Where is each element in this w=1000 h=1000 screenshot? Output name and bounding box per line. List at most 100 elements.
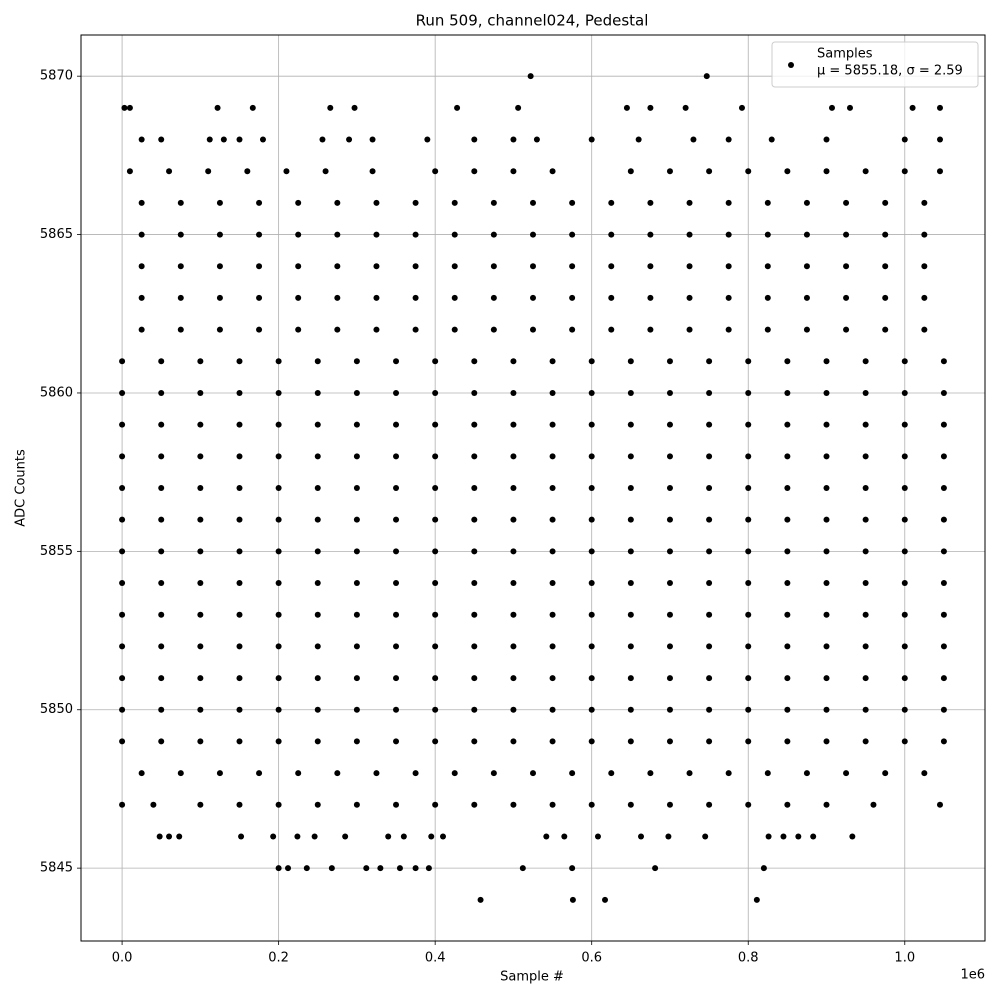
point bbox=[351, 104, 358, 111]
point bbox=[725, 136, 732, 143]
point bbox=[602, 896, 609, 903]
point bbox=[588, 516, 595, 523]
point bbox=[745, 738, 752, 745]
point bbox=[311, 833, 318, 840]
point bbox=[275, 358, 282, 365]
point bbox=[569, 263, 576, 270]
point bbox=[275, 706, 282, 713]
point bbox=[862, 516, 869, 523]
point bbox=[119, 580, 126, 587]
point bbox=[314, 738, 321, 745]
point bbox=[373, 263, 380, 270]
point bbox=[334, 294, 341, 301]
point bbox=[862, 168, 869, 175]
point bbox=[666, 801, 673, 808]
point bbox=[236, 516, 243, 523]
point bbox=[377, 865, 384, 872]
point bbox=[393, 580, 400, 587]
point bbox=[725, 770, 732, 777]
point bbox=[745, 389, 752, 396]
point bbox=[745, 516, 752, 523]
point bbox=[901, 453, 908, 460]
point bbox=[314, 485, 321, 491]
point bbox=[862, 738, 869, 745]
point bbox=[745, 358, 752, 365]
point bbox=[510, 389, 517, 396]
point bbox=[393, 421, 400, 428]
point bbox=[236, 801, 243, 808]
point bbox=[275, 516, 282, 523]
point bbox=[706, 516, 713, 523]
point bbox=[373, 326, 380, 333]
point bbox=[846, 104, 853, 111]
point bbox=[490, 199, 497, 206]
point bbox=[588, 548, 595, 555]
point bbox=[220, 136, 227, 143]
point bbox=[921, 263, 928, 270]
point bbox=[275, 738, 282, 745]
point bbox=[216, 294, 223, 301]
point bbox=[745, 485, 752, 491]
legend-note: μ = 5855.18, σ = 2.59 bbox=[817, 64, 963, 79]
point bbox=[909, 104, 916, 111]
point bbox=[810, 833, 817, 840]
point bbox=[588, 801, 595, 808]
point bbox=[940, 453, 947, 460]
point bbox=[706, 358, 713, 365]
point bbox=[533, 136, 540, 143]
point bbox=[396, 865, 403, 872]
point bbox=[940, 706, 947, 713]
point bbox=[843, 770, 850, 777]
x-tick-label: 0.6 bbox=[581, 951, 602, 966]
point bbox=[706, 643, 713, 650]
point bbox=[706, 675, 713, 682]
point bbox=[197, 643, 204, 650]
point bbox=[549, 168, 556, 175]
point bbox=[627, 358, 634, 365]
point bbox=[214, 104, 221, 111]
point bbox=[197, 358, 204, 365]
point bbox=[353, 738, 360, 745]
point bbox=[784, 706, 791, 713]
point bbox=[940, 643, 947, 650]
y-tick-label: 5870 bbox=[40, 69, 73, 84]
point bbox=[412, 294, 419, 301]
point bbox=[197, 611, 204, 618]
point bbox=[295, 263, 302, 270]
point bbox=[530, 294, 536, 301]
point bbox=[706, 738, 713, 745]
point bbox=[638, 833, 645, 840]
point bbox=[158, 675, 165, 682]
point bbox=[158, 706, 165, 713]
point bbox=[764, 770, 771, 777]
point bbox=[795, 833, 802, 840]
point bbox=[608, 263, 615, 270]
point bbox=[373, 199, 380, 206]
point bbox=[319, 136, 326, 143]
point bbox=[627, 611, 634, 618]
point bbox=[823, 516, 830, 523]
point bbox=[353, 675, 360, 682]
point bbox=[393, 675, 400, 682]
point bbox=[725, 326, 732, 333]
point bbox=[353, 706, 360, 713]
point bbox=[901, 168, 908, 175]
point bbox=[451, 263, 458, 270]
point bbox=[666, 485, 673, 491]
point bbox=[197, 485, 204, 491]
point bbox=[623, 104, 630, 111]
point bbox=[510, 516, 517, 523]
point bbox=[451, 770, 458, 777]
point bbox=[862, 706, 869, 713]
point bbox=[236, 389, 243, 396]
point bbox=[197, 738, 204, 745]
point bbox=[197, 580, 204, 587]
point bbox=[177, 326, 184, 333]
point bbox=[823, 389, 830, 396]
point bbox=[216, 263, 223, 270]
point bbox=[432, 611, 439, 618]
point bbox=[369, 136, 376, 143]
point bbox=[216, 199, 223, 206]
point bbox=[549, 453, 556, 460]
point bbox=[236, 580, 243, 587]
